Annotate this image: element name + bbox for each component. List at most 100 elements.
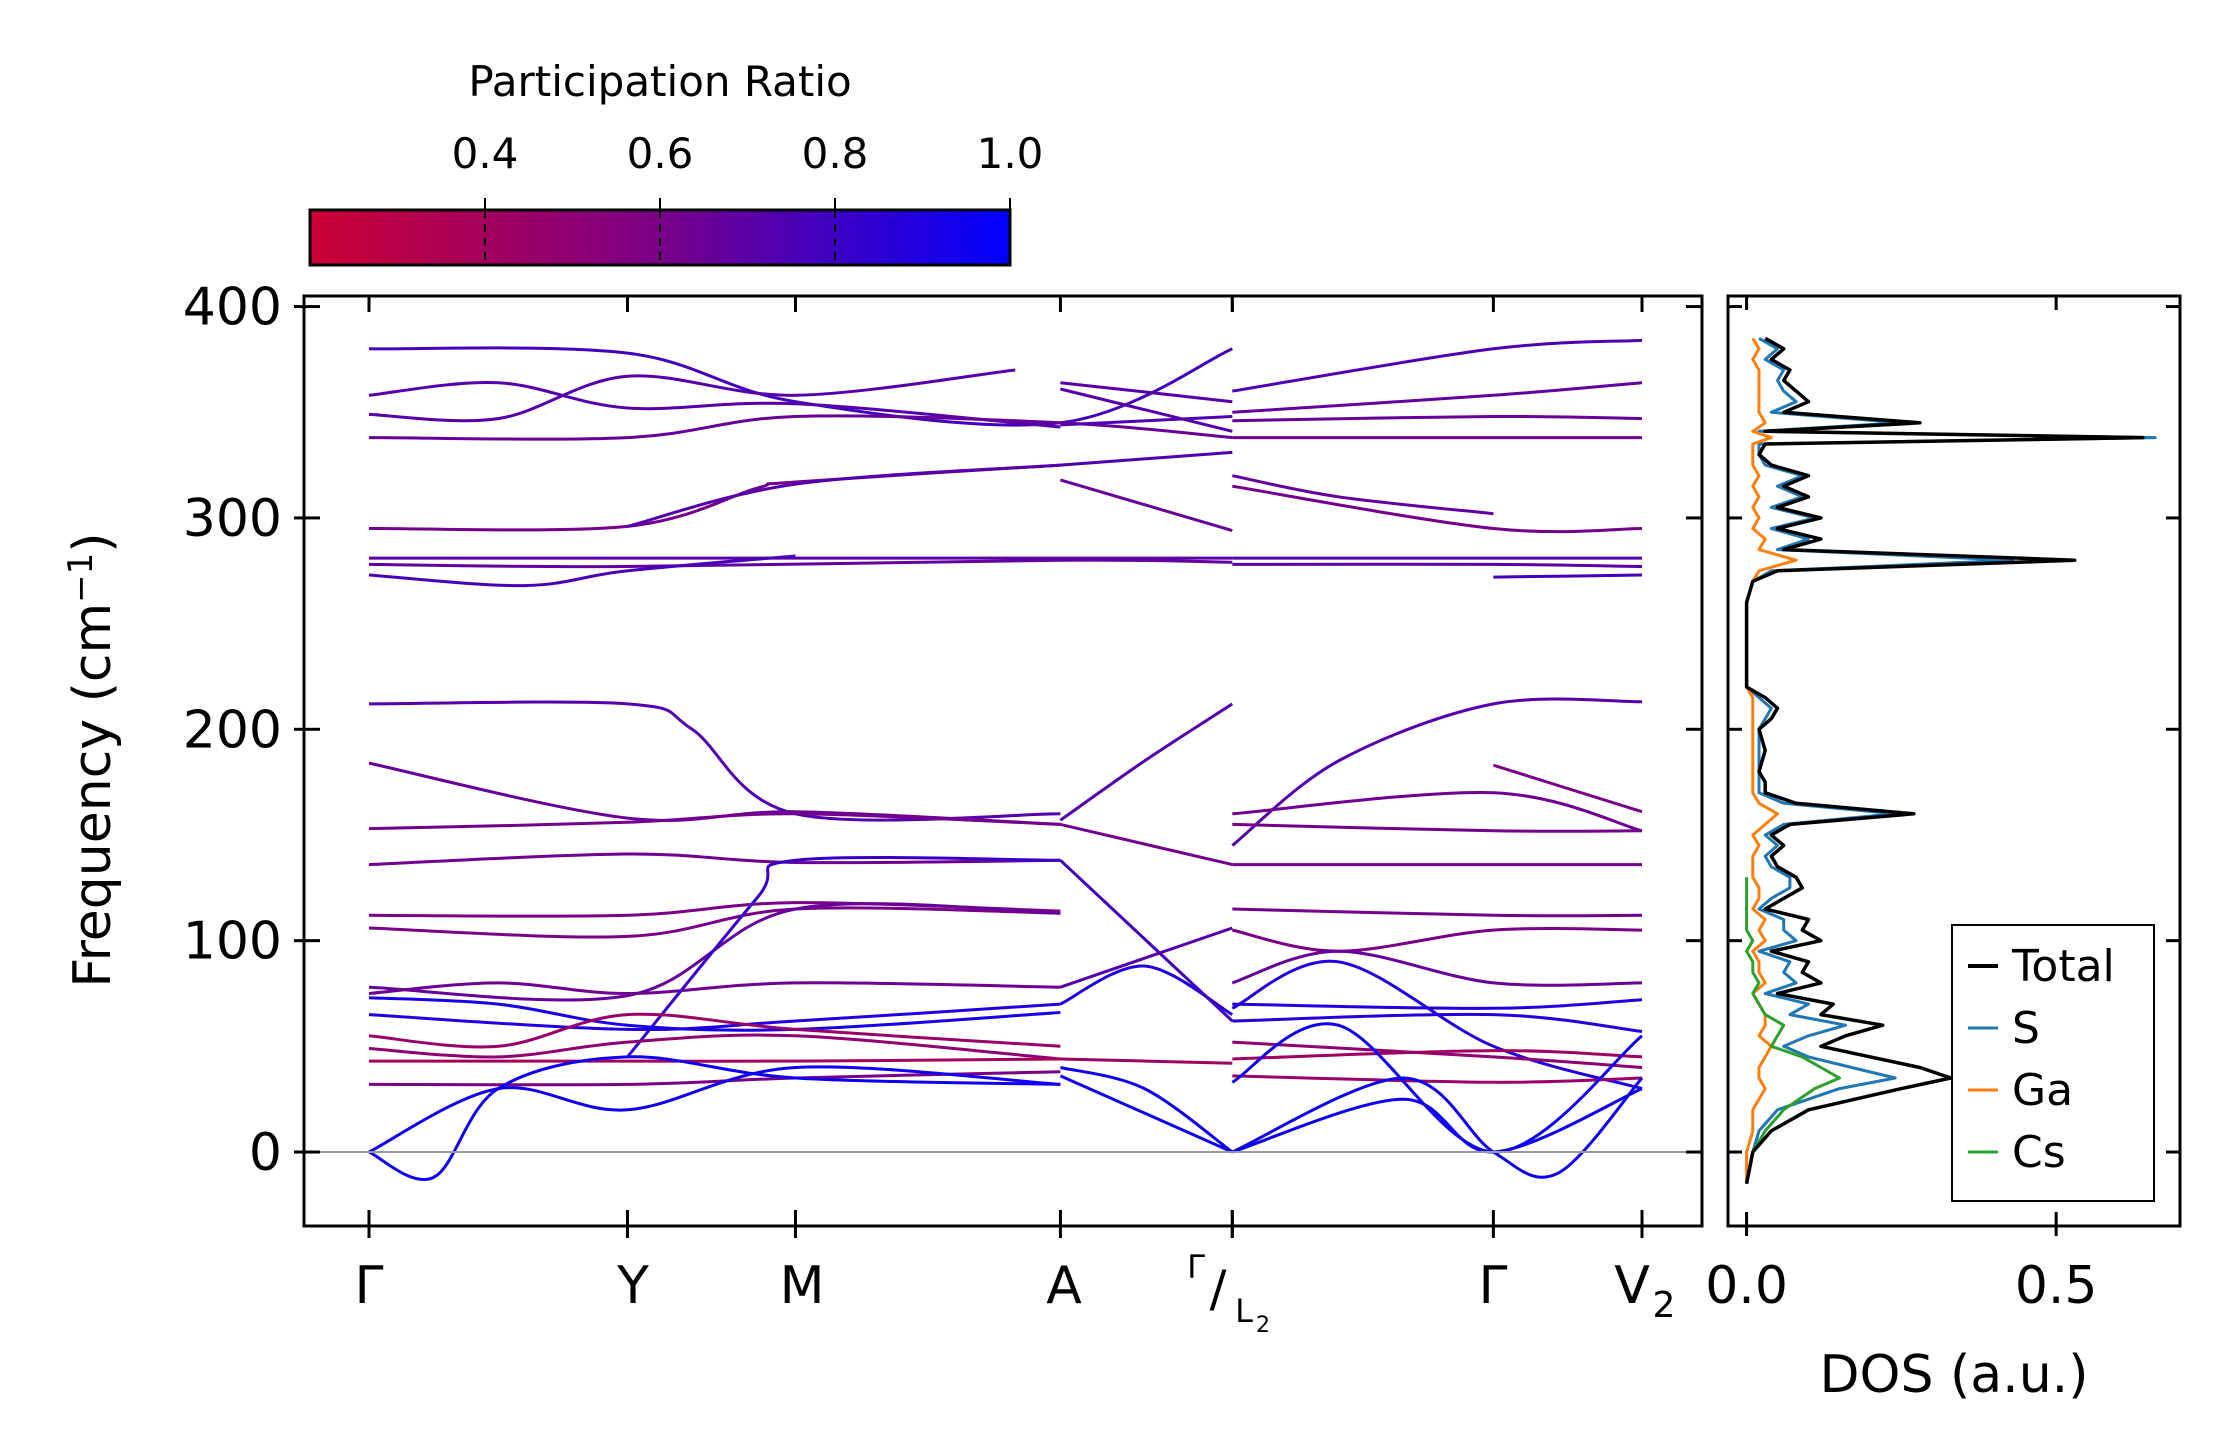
phonon-band bbox=[1059, 926, 1233, 989]
phonon-band bbox=[1231, 697, 1643, 847]
phonon-band bbox=[368, 1012, 1061, 1049]
y-tick-label: 100 bbox=[183, 912, 282, 972]
xtick-slash: / bbox=[1210, 1260, 1227, 1318]
xtick-m: M bbox=[780, 1256, 825, 1316]
y-tick-label: 200 bbox=[183, 700, 282, 760]
dos-panel: 0.0 0.5 DOS (a.u.) Total S Ga Cs bbox=[1705, 294, 2182, 1405]
phonon-band bbox=[1060, 387, 1233, 433]
phonon-band bbox=[1060, 450, 1233, 467]
phonon-band bbox=[1059, 702, 1234, 822]
phonon-band bbox=[368, 996, 1061, 1032]
dos-curve-s bbox=[1745, 336, 2157, 1184]
legend-label-s: S bbox=[2012, 1003, 2040, 1054]
phonon-band bbox=[1231, 959, 1643, 1091]
dos-ticks: 0.0 0.5 bbox=[1705, 296, 2180, 1316]
colorbar: Participation Ratio 0.4 0.6 0.8 1.0 bbox=[308, 57, 1043, 267]
dos-legend: Total S Ga Cs bbox=[1951, 924, 2155, 1202]
phonon-band bbox=[1232, 338, 1643, 393]
y-axis-label-sup: −1 bbox=[61, 553, 101, 603]
phonon-band bbox=[1059, 478, 1233, 533]
phonon-band bbox=[368, 1057, 1061, 1063]
colorbar-tick-label: 0.8 bbox=[802, 129, 869, 178]
phonon-band bbox=[1060, 381, 1233, 404]
dos-curve-total bbox=[1744, 336, 2145, 1185]
phonon-band bbox=[1060, 1057, 1233, 1065]
phonon-band bbox=[1059, 964, 1234, 1016]
main-x-ticks bbox=[367, 296, 1644, 1238]
phonon-band bbox=[1059, 1074, 1233, 1154]
y-axis-label-close: ) bbox=[63, 532, 123, 552]
legend-label-total: Total bbox=[2011, 941, 2115, 992]
phonon-band bbox=[1232, 484, 1643, 534]
y-tick-label: 0 bbox=[249, 1123, 282, 1183]
phonon-band bbox=[1232, 998, 1643, 1010]
xtick-l2: L bbox=[1235, 1292, 1253, 1330]
phonon-band bbox=[368, 414, 1233, 441]
phonon-band bbox=[1232, 381, 1643, 414]
phonon-band bbox=[1232, 1049, 1643, 1061]
phonon-bands bbox=[368, 338, 1644, 1181]
xtick-v2-sub: 2 bbox=[1653, 1285, 1676, 1326]
phonon-band bbox=[368, 368, 1016, 423]
phonon-band bbox=[368, 812, 1061, 831]
legend-frame bbox=[1951, 924, 2155, 1202]
dos-x-tick-label: 0.5 bbox=[2015, 1256, 2098, 1316]
phonon-band bbox=[368, 1065, 1061, 1154]
y-axis-label-main: Frequency (cm bbox=[63, 603, 123, 988]
phonon-band bbox=[368, 346, 1233, 427]
phonon-band bbox=[1232, 414, 1643, 423]
dos-x-axis-label: DOS (a.u.) bbox=[1820, 1345, 2089, 1405]
phonon-band bbox=[1232, 474, 1494, 516]
phonon-band bbox=[1232, 1040, 1643, 1069]
phonon-band bbox=[368, 981, 1061, 996]
dos-x-tick-label: 0.0 bbox=[1705, 1256, 1788, 1316]
dos-axes-frame bbox=[1726, 294, 2182, 1228]
phonon-band bbox=[1232, 927, 1643, 953]
phonon-band bbox=[368, 1002, 1061, 1032]
phonon-band bbox=[368, 700, 1061, 822]
phonon-band bbox=[1492, 763, 1643, 814]
xtick-l2-sub: 2 bbox=[1256, 1313, 1270, 1338]
phonon-band bbox=[368, 380, 1061, 429]
phonon-band bbox=[1232, 790, 1643, 833]
xtick-v2: V bbox=[1614, 1256, 1650, 1316]
phonon-band bbox=[368, 852, 1061, 867]
phonon-band bbox=[368, 1055, 1061, 1181]
phonon-band bbox=[1493, 573, 1643, 579]
main-axes-frame bbox=[302, 294, 1704, 1228]
colorbar-tick-label: 0.6 bbox=[627, 129, 694, 178]
phonon-band bbox=[368, 463, 1061, 532]
legend-label-ga: Ga bbox=[2012, 1065, 2073, 1116]
phonon-band bbox=[1232, 1074, 1643, 1084]
xtick-gamma-small: Γ bbox=[1187, 1248, 1205, 1286]
xtick-y: Y bbox=[616, 1256, 649, 1316]
phonon-band bbox=[1059, 859, 1234, 1023]
legend-label-cs: Cs bbox=[2012, 1127, 2066, 1178]
phonon-band bbox=[1231, 1076, 1644, 1179]
band-structure-panel: 0 100 200 300 400 Γ Y M A Γ / L 2 Γ V 2 Freq… bbox=[61, 278, 1704, 1338]
y-tick-label: 400 bbox=[183, 278, 282, 338]
phonon-band bbox=[368, 554, 796, 588]
phonon-band bbox=[1232, 822, 1643, 833]
phonon-band bbox=[1060, 1066, 1234, 1154]
phonon-band bbox=[368, 761, 1061, 826]
xtick-gamma2: Γ bbox=[1479, 1256, 1508, 1316]
main-y-ticks: 0 100 200 300 400 bbox=[183, 278, 1702, 1183]
colorbar-ticks: 0.4 0.6 0.8 1.0 bbox=[452, 129, 1043, 265]
phonon-band bbox=[1231, 1022, 1643, 1154]
dos-curves bbox=[1744, 336, 2157, 1185]
phonon-band bbox=[368, 1033, 1061, 1061]
y-tick-label: 300 bbox=[183, 489, 282, 549]
high-symmetry-labels: Γ Y M A Γ / L 2 Γ V 2 bbox=[355, 1248, 1676, 1338]
phonon-band bbox=[1060, 415, 1233, 427]
phonon-band bbox=[1232, 1012, 1643, 1033]
phonon-band bbox=[1232, 907, 1643, 918]
dos-curve-cs bbox=[1745, 877, 1841, 1184]
legend-entries: Total S Ga Cs bbox=[1968, 941, 2115, 1178]
colorbar-title: Participation Ratio bbox=[468, 57, 851, 106]
phonon-band bbox=[1232, 562, 1643, 568]
phonon-band bbox=[1060, 822, 1233, 867]
xtick-a: A bbox=[1046, 1256, 1082, 1316]
phonon-band bbox=[626, 856, 1061, 1058]
y-axis-label: Frequency (cm−1) bbox=[61, 532, 123, 987]
